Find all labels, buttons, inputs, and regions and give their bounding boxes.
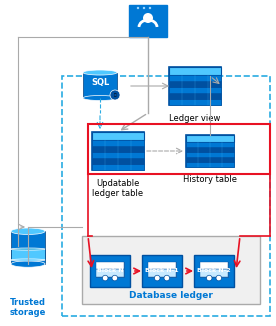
Bar <box>96 262 124 276</box>
Bar <box>200 262 228 276</box>
Circle shape <box>143 13 153 23</box>
Bar <box>148 262 176 269</box>
Circle shape <box>154 275 160 281</box>
Ellipse shape <box>83 96 117 100</box>
FancyBboxPatch shape <box>129 5 167 37</box>
Bar <box>83 72 117 98</box>
Bar <box>96 269 124 276</box>
Text: Block N: Block N <box>97 269 123 274</box>
Bar <box>169 93 221 99</box>
Bar <box>169 87 221 93</box>
Bar <box>200 262 228 269</box>
FancyBboxPatch shape <box>142 255 182 287</box>
Ellipse shape <box>11 228 45 234</box>
Bar <box>148 269 176 276</box>
Bar <box>92 164 144 170</box>
Circle shape <box>206 275 212 281</box>
Bar <box>92 158 144 164</box>
Bar <box>200 269 228 276</box>
FancyBboxPatch shape <box>169 67 221 105</box>
Bar <box>92 141 144 146</box>
FancyBboxPatch shape <box>92 132 144 170</box>
Text: History table: History table <box>183 175 237 184</box>
Circle shape <box>112 275 118 281</box>
FancyBboxPatch shape <box>186 135 234 167</box>
FancyBboxPatch shape <box>82 236 260 304</box>
Circle shape <box>164 275 169 281</box>
Text: Updatable
ledger table: Updatable ledger table <box>92 179 144 199</box>
Bar <box>92 152 144 158</box>
Ellipse shape <box>11 259 45 261</box>
Bar <box>169 81 221 87</box>
Bar <box>186 142 234 147</box>
Circle shape <box>137 7 139 9</box>
Text: Database ledger: Database ledger <box>129 291 213 300</box>
Text: Block N-1: Block N-1 <box>145 269 179 274</box>
Bar <box>92 146 144 152</box>
Bar <box>11 231 45 264</box>
Bar <box>186 152 234 157</box>
FancyBboxPatch shape <box>90 255 130 287</box>
Ellipse shape <box>11 248 45 250</box>
Bar <box>186 147 234 152</box>
Bar <box>11 249 45 260</box>
Bar <box>186 162 234 167</box>
Bar <box>169 75 221 81</box>
Circle shape <box>110 90 120 100</box>
Text: Block N-2: Block N-2 <box>197 269 231 274</box>
Text: 🔒: 🔒 <box>114 93 116 97</box>
Circle shape <box>216 275 222 281</box>
Bar <box>169 67 221 75</box>
Ellipse shape <box>11 261 45 267</box>
Bar <box>186 135 234 142</box>
Circle shape <box>102 275 108 281</box>
Bar <box>148 262 176 276</box>
FancyBboxPatch shape <box>194 255 234 287</box>
Text: Ledger view: Ledger view <box>169 114 221 123</box>
Bar <box>96 262 124 269</box>
Bar <box>92 132 144 141</box>
Text: SQL: SQL <box>91 78 109 86</box>
Circle shape <box>149 7 151 9</box>
Circle shape <box>143 7 145 9</box>
Bar <box>186 157 234 162</box>
Ellipse shape <box>83 70 117 75</box>
Bar <box>169 99 221 105</box>
Text: Trusted
storage: Trusted storage <box>10 298 46 318</box>
